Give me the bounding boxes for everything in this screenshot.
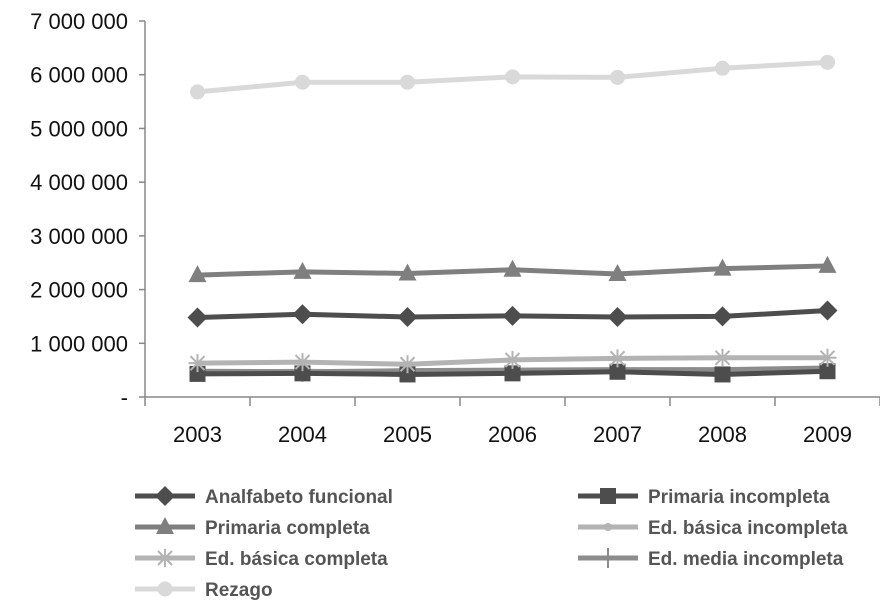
chart-axes <box>139 20 880 406</box>
data-point <box>502 305 523 326</box>
data-point <box>609 363 626 380</box>
legend-item: Ed. básica completa <box>135 549 388 570</box>
legend-label: Primaria completa <box>205 518 370 539</box>
legend-marker <box>156 517 174 534</box>
data-point <box>608 263 627 281</box>
legend-item: Ed. básica incompleta <box>578 518 848 539</box>
legend-marker <box>156 549 174 567</box>
legend-item: Analfabeto funcional <box>135 486 393 508</box>
x-tick-labels: 2003 2004 2005 2006 2007 2008 2009 <box>173 422 852 447</box>
data-point <box>295 74 310 90</box>
y-tick-labels: - 1 000 000 2 000 000 3 000 000 4 000 000 5 0… <box>30 9 128 410</box>
data-point <box>294 365 311 382</box>
series-primaria-completa <box>188 255 837 283</box>
legend-marker <box>155 486 175 506</box>
legend-label: Ed. básica completa <box>205 549 388 570</box>
data-point <box>187 307 208 328</box>
legend-marker <box>600 488 616 504</box>
series-primaria-incompleta <box>189 363 836 383</box>
y-tick-label: 7 000 000 <box>30 9 128 34</box>
legend-marker <box>600 548 616 568</box>
data-point <box>818 348 837 367</box>
y-tick-label: 3 000 000 <box>30 224 128 249</box>
data-point <box>398 263 417 281</box>
series-rezago <box>190 54 835 100</box>
legend-label: Rezago <box>205 580 273 600</box>
data-point <box>293 353 312 372</box>
x-tick-label: 2007 <box>593 422 642 447</box>
y-tick-label: 5 000 000 <box>30 116 128 141</box>
data-point <box>504 365 521 382</box>
data-point <box>505 69 520 85</box>
data-point <box>818 255 837 273</box>
data-point <box>712 306 733 327</box>
data-point <box>397 306 418 327</box>
data-point <box>714 366 731 383</box>
data-point <box>819 363 836 380</box>
data-point <box>503 350 522 369</box>
x-tick-label: 2003 <box>173 422 222 447</box>
y-tick-label: 2 000 000 <box>30 278 128 303</box>
x-tick-label: 2004 <box>278 422 327 447</box>
data-point <box>607 306 628 327</box>
data-point <box>190 84 205 100</box>
data-point <box>188 354 207 373</box>
data-point <box>503 259 522 277</box>
series-ed-b-sica-completa <box>188 348 837 374</box>
x-tick-label: 2005 <box>383 422 432 447</box>
data-point <box>188 265 207 283</box>
data-point <box>817 300 838 321</box>
legend-marker <box>157 581 173 597</box>
legend: Analfabeto funcional Primaria incompleta P… <box>135 486 848 600</box>
data-point <box>820 54 835 70</box>
legend-item: Ed. media incompleta <box>578 548 844 570</box>
legend-marker <box>604 523 612 531</box>
legend-label: Ed. básica incompleta <box>648 518 848 539</box>
y-tick-label: 4 000 000 <box>30 170 128 195</box>
series-layer <box>187 54 838 383</box>
series-analfabeto-funcional <box>187 300 838 328</box>
legend-label: Analfabeto funcional <box>205 487 393 508</box>
data-point <box>398 355 417 374</box>
x-tick-label: 2008 <box>698 422 747 447</box>
x-tick-label: 2009 <box>803 422 852 447</box>
data-point <box>293 261 312 279</box>
data-point <box>400 74 415 90</box>
data-point <box>608 349 627 368</box>
legend-label: Ed. media incompleta <box>648 549 844 570</box>
data-point <box>713 348 732 367</box>
legend-item: Rezago <box>135 580 273 600</box>
data-point <box>292 304 313 325</box>
data-point <box>399 366 416 383</box>
legend-item: Primaria incompleta <box>578 487 830 508</box>
x-tick-label: 2006 <box>488 422 537 447</box>
legend-item: Primaria completa <box>135 517 370 539</box>
data-point <box>610 69 625 85</box>
data-point <box>713 258 732 276</box>
y-tick-label: 6 000 000 <box>30 63 128 88</box>
data-point <box>189 365 206 382</box>
y-tick-label: - <box>121 385 128 410</box>
y-tick-label: 1 000 000 <box>30 331 128 356</box>
legend-label: Primaria incompleta <box>648 487 830 508</box>
data-point <box>715 60 730 76</box>
